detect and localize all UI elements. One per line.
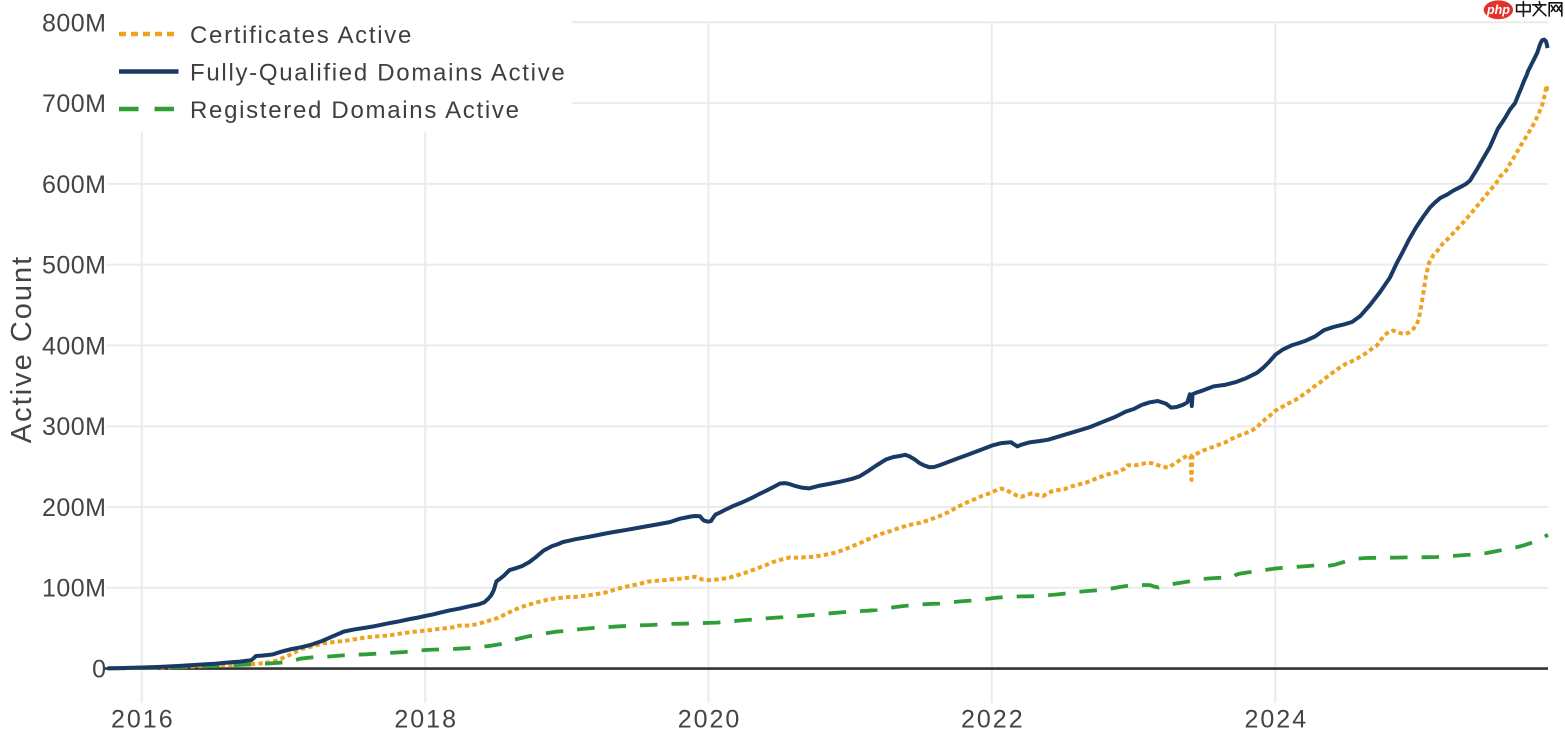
- svg-text:700M: 700M: [42, 90, 107, 118]
- svg-text:Fully-Qualified Domains Active: Fully-Qualified Domains Active: [190, 59, 566, 86]
- svg-text:php: php: [1486, 3, 1510, 17]
- svg-text:2022: 2022: [961, 706, 1025, 734]
- svg-text:Certificates Active: Certificates Active: [190, 22, 413, 49]
- svg-text:400M: 400M: [42, 332, 107, 360]
- svg-text:300M: 300M: [42, 413, 107, 441]
- svg-text:2020: 2020: [678, 706, 742, 734]
- svg-text:800M: 800M: [42, 9, 107, 37]
- svg-text:2016: 2016: [111, 706, 175, 734]
- svg-text:100M: 100M: [42, 575, 107, 603]
- svg-text:600M: 600M: [42, 171, 107, 199]
- svg-text:2024: 2024: [1244, 706, 1308, 734]
- svg-text:Registered Domains Active: Registered Domains Active: [190, 97, 521, 124]
- svg-text:Active Count: Active Count: [6, 255, 38, 443]
- svg-text:500M: 500M: [42, 252, 107, 280]
- svg-text:200M: 200M: [42, 494, 107, 522]
- svg-text:2018: 2018: [394, 706, 458, 734]
- svg-text:0: 0: [92, 656, 106, 684]
